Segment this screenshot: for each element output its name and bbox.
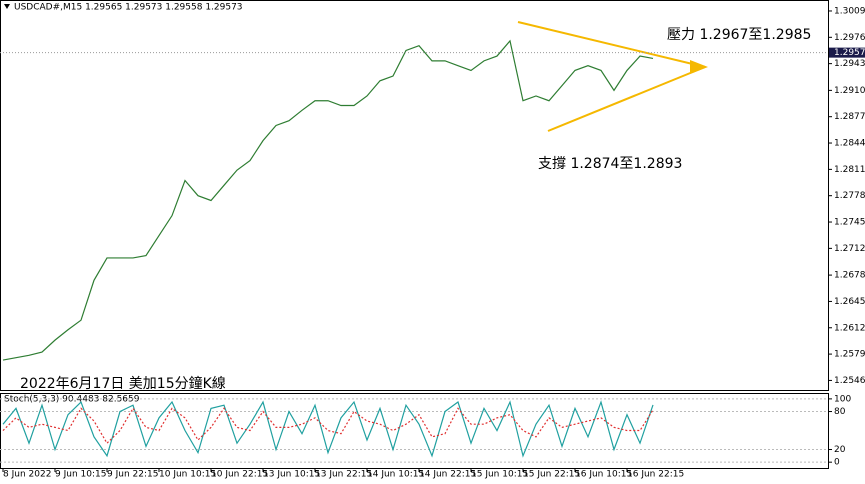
series-line bbox=[2, 400, 654, 458]
series-line bbox=[2, 407, 654, 445]
x-tick-label: 13 Jun 22:15 bbox=[315, 470, 372, 480]
y-tick-label: 20 bbox=[834, 445, 846, 455]
y-tick-label: 1.27780 bbox=[834, 191, 865, 201]
y-tick-label: 1.26455 bbox=[834, 297, 865, 307]
x-tick-label: 16 Jun 10:15 bbox=[575, 470, 632, 480]
chart-title: 2022年6月17日 美加15分鐘K線 bbox=[20, 375, 226, 392]
x-tick-label: 13 Jun 10:15 bbox=[263, 470, 320, 480]
y-tick-label: 80 bbox=[834, 407, 846, 417]
y-tick-label: 1.25795 bbox=[834, 350, 865, 360]
trend-line bbox=[547, 66, 706, 132]
y-tick-label: 1.25465 bbox=[834, 376, 865, 386]
price-tag bbox=[829, 47, 865, 58]
y-tick-label: 100 bbox=[834, 394, 851, 404]
y-tick-label: 0 bbox=[834, 458, 840, 468]
y-tick-label: 1.28770 bbox=[834, 112, 865, 122]
x-tick-label: 15 Jun 22:15 bbox=[523, 470, 580, 480]
y-tick-label: 1.27120 bbox=[834, 244, 865, 254]
y-tick-label: 1.30095 bbox=[834, 6, 865, 16]
y-tick-label: 1.26125 bbox=[834, 323, 865, 333]
y-tick-label: 1.29100 bbox=[834, 86, 865, 96]
y-tick-label: 1.2811 bbox=[834, 165, 865, 175]
x-tick-label: 16 Jun 22:15 bbox=[627, 470, 684, 480]
arrow-head bbox=[690, 60, 708, 74]
arrow-icon bbox=[4, 4, 10, 9]
x-tick-label: 14 Jun 10:15 bbox=[367, 470, 424, 480]
trend-line bbox=[517, 21, 706, 68]
series-line bbox=[2, 39, 654, 361]
y-tick-label: 1.29435 bbox=[834, 59, 865, 69]
x-tick-label: 14 Jun 22:15 bbox=[419, 470, 476, 480]
annotation: 支撐 1.2874至1.2893 bbox=[538, 156, 682, 172]
y-tick-label: 1.29765 bbox=[834, 33, 865, 43]
x-tick-label: 10 Jun 10:15 bbox=[159, 470, 216, 480]
x-tick-label: 9 Jun 10:15 bbox=[55, 470, 106, 480]
header: USDCAD#,M15 1.29565 1.29573 1.29558 1.29… bbox=[14, 3, 243, 13]
y-tick-label: 1.28440 bbox=[834, 139, 865, 149]
price-tag-label: 1.29573 bbox=[834, 48, 865, 58]
stoch-title: Stoch(5,3,3) 90.4483 82.5659 bbox=[4, 395, 140, 405]
annotation: 壓力 1.2967至1.2985 bbox=[667, 27, 811, 43]
x-tick-label: 10 Jun 22:15 bbox=[211, 470, 268, 480]
x-tick-label: 15 Jun 10:15 bbox=[471, 470, 528, 480]
stoch-panel bbox=[0, 393, 829, 469]
y-tick-label: 1.27450 bbox=[834, 218, 865, 228]
x-tick-label: 9 Jun 22:15 bbox=[107, 470, 158, 480]
main-panel bbox=[0, 0, 829, 391]
x-tick-label: 8 Jun 2022 bbox=[3, 470, 51, 480]
y-tick-label: 1.26785 bbox=[834, 271, 865, 281]
